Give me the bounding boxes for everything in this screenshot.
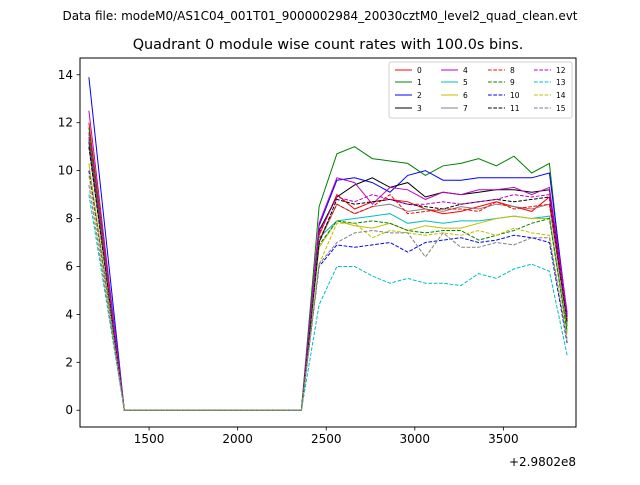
legend-label-13: 13 [556, 78, 566, 87]
series-line-15 [88, 184, 568, 411]
legend-label-6: 6 [463, 91, 468, 100]
series-line-1 [88, 127, 568, 411]
y-tick-label: 12 [58, 116, 73, 130]
x-offset-label: +2.9802e8 [509, 455, 576, 469]
x-tick-label: 3500 [488, 432, 519, 446]
legend-box [388, 61, 573, 119]
axes-frame [79, 57, 577, 428]
x-tick-label: 3000 [400, 432, 431, 446]
legend-label-11: 11 [510, 104, 520, 113]
legend-label-10: 10 [510, 91, 520, 100]
figure-suptitle: Data file: modeM0/AS1C04_001T01_90000029… [62, 9, 577, 23]
x-axis: 1500 2000 2500 3000 3500 [134, 427, 519, 446]
x-tick-label: 2500 [311, 432, 342, 446]
chart-title: Quadrant 0 module wise count rates with … [133, 37, 524, 53]
series-line-3 [88, 141, 568, 411]
series-line-10 [88, 170, 568, 411]
legend-label-1: 1 [417, 78, 422, 87]
legend-label-8: 8 [510, 66, 515, 75]
legend-label-4: 4 [463, 66, 468, 75]
legend-label-2: 2 [417, 91, 422, 100]
series-line-12 [88, 137, 568, 411]
y-tick-label: 6 [65, 259, 73, 273]
series-line-13 [88, 194, 568, 411]
legend-label-0: 0 [417, 66, 422, 75]
y-tick-label: 0 [65, 403, 73, 417]
plot-area [88, 77, 568, 411]
series-line-11 [88, 146, 568, 411]
y-tick-label: 4 [65, 307, 73, 321]
y-tick-label: 14 [58, 68, 73, 82]
y-axis: 0 2 4 6 8 10 12 14 [58, 68, 80, 417]
legend-label-9: 9 [510, 78, 515, 87]
x-tick-label: 2000 [222, 432, 253, 446]
y-tick-label: 2 [65, 355, 73, 369]
series-line-4 [88, 110, 568, 411]
legend-label-12: 12 [556, 66, 566, 75]
legend-label-5: 5 [463, 78, 468, 87]
legend-label-14: 14 [556, 91, 566, 100]
legend-label-15: 15 [556, 104, 566, 113]
legend-label-3: 3 [417, 104, 422, 113]
legend-label-7: 7 [463, 104, 468, 113]
x-tick-label: 1500 [134, 432, 165, 446]
y-tick-label: 10 [58, 164, 73, 178]
y-tick-label: 8 [65, 212, 73, 226]
